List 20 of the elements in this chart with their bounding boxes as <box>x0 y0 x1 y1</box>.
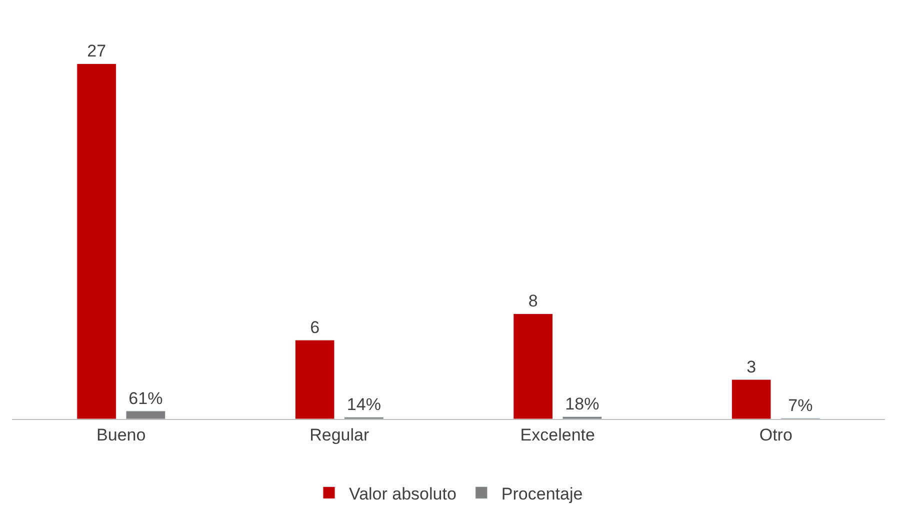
legend-label: Valor absoluto <box>349 484 456 504</box>
x-tick-label: Excelente <box>520 425 595 444</box>
x-tick-label: Bueno <box>96 425 146 444</box>
bar <box>731 379 772 419</box>
legend-label: Procentaje <box>501 484 583 504</box>
x-tick-label: Otro <box>759 425 792 444</box>
data-label: 14% <box>346 395 381 414</box>
data-label: 7% <box>788 396 813 416</box>
data-label: 18% <box>565 394 600 414</box>
x-tick-label: Regular <box>310 425 370 444</box>
bar <box>76 63 116 419</box>
data-label: 3 <box>746 358 756 377</box>
data-label: 6 <box>310 318 320 338</box>
data-label: 8 <box>528 292 538 311</box>
bar <box>294 340 335 419</box>
data-label: 61% <box>128 388 163 408</box>
data-label: 27 <box>87 42 106 61</box>
bar <box>562 416 602 419</box>
bar <box>513 313 553 419</box>
bar <box>126 410 166 419</box>
